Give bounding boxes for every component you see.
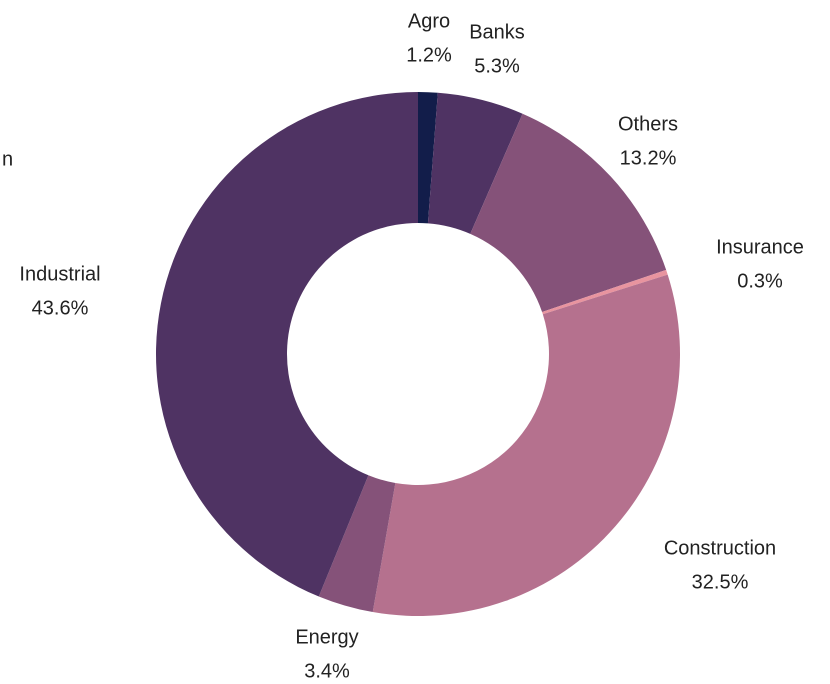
slice-value: 3.4%: [304, 660, 350, 682]
slice-label: Agro: [408, 10, 450, 32]
slice: [542, 269, 668, 315]
slice: [418, 92, 438, 224]
slice-label: Industrial: [19, 263, 100, 285]
slice-label: Banks: [469, 21, 525, 43]
slice-value: 32.5%: [692, 571, 749, 593]
slice-label: Construction: [664, 537, 776, 559]
slice-value: 0.3%: [737, 270, 783, 292]
slice: [318, 475, 396, 613]
slice-value: 43.6%: [32, 297, 89, 319]
slice-value: 1.2%: [406, 44, 452, 66]
slice: [427, 92, 523, 234]
slice: [470, 113, 667, 312]
slice-label: Insurance: [716, 236, 804, 258]
slice: [372, 274, 681, 617]
annotation: n: [2, 148, 13, 170]
slice-value: 5.3%: [474, 55, 520, 77]
slice-value: 13.2%: [620, 147, 677, 169]
slice: [155, 92, 419, 597]
slice-label: Others: [618, 113, 678, 135]
slice-label: Energy: [295, 626, 358, 648]
